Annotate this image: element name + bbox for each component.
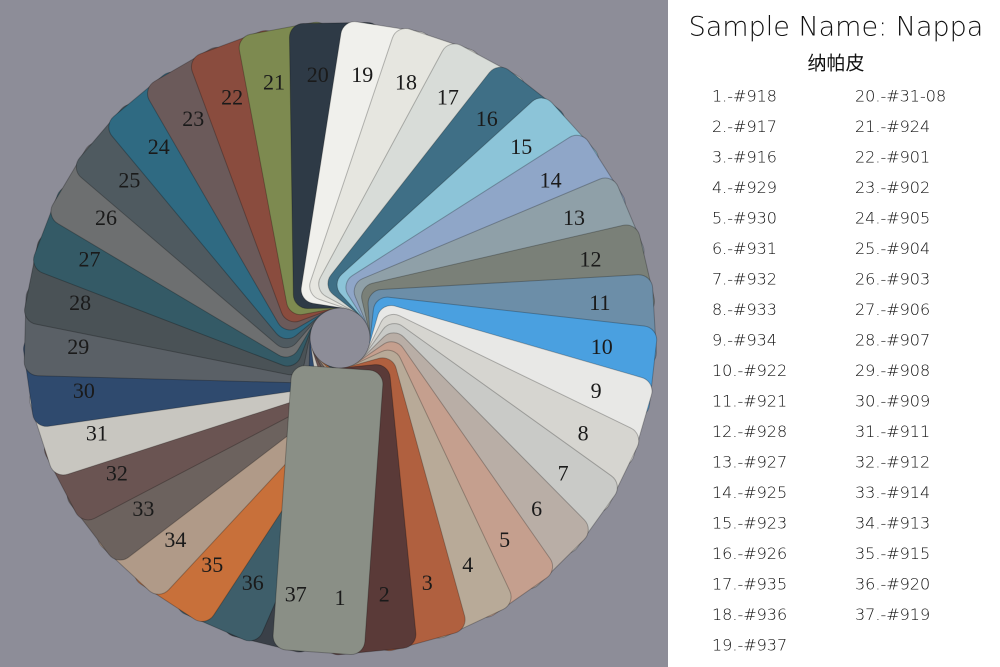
swatch-number: 24 bbox=[148, 134, 170, 159]
color-code: 19.-#937 bbox=[712, 636, 787, 655]
color-code: 16.-#926 bbox=[712, 544, 787, 563]
color-code: 24.-#905 bbox=[855, 209, 930, 228]
swatch-number: 1 bbox=[335, 585, 346, 610]
color-code: 33.-#914 bbox=[855, 483, 930, 502]
swatch-number: 18 bbox=[395, 70, 417, 95]
swatch-number: 17 bbox=[437, 84, 459, 109]
swatch-number: 32 bbox=[106, 460, 128, 485]
color-code: 25.-#904 bbox=[855, 239, 930, 258]
code-list: 1.-#918 2.-#917 3.-#916 4.-#929 5.-#930 6.-#9… bbox=[712, 87, 946, 655]
swatch bbox=[272, 365, 384, 655]
swatch-number: 7 bbox=[558, 460, 569, 485]
swatch-number: 2 bbox=[379, 581, 390, 606]
swatch-number: 6 bbox=[531, 496, 542, 521]
swatch-number: 11 bbox=[589, 290, 610, 315]
color-code: 12.-#928 bbox=[712, 422, 787, 441]
color-code: 29.-#908 bbox=[855, 361, 930, 380]
swatch-number: 10 bbox=[591, 334, 613, 359]
swatch-number: 37 bbox=[285, 581, 307, 606]
color-code: 7.-#932 bbox=[712, 270, 777, 289]
color-code: 13.-#927 bbox=[712, 453, 787, 472]
swatch-labels: 1 2 34567891011121314151617181920212223242… bbox=[67, 62, 613, 610]
color-code: 22.-#901 bbox=[855, 148, 930, 167]
swatch-number: 36 bbox=[242, 570, 264, 595]
color-code: 30.-#909 bbox=[855, 392, 930, 411]
swatch-number: 19 bbox=[351, 62, 373, 87]
color-code: 21.-#924 bbox=[855, 117, 930, 136]
color-code: 20.-#31-08 bbox=[855, 87, 946, 106]
color-code: 27.-#906 bbox=[855, 300, 930, 319]
color-code: 14.-#925 bbox=[712, 483, 787, 502]
swatch-number: 25 bbox=[118, 167, 140, 192]
swatch-number: 22 bbox=[221, 84, 243, 109]
swatch-number: 5 bbox=[499, 527, 510, 552]
swatch-number: 29 bbox=[67, 334, 89, 359]
color-code: 4.-#929 bbox=[712, 178, 777, 197]
swatch-number: 23 bbox=[182, 106, 204, 131]
color-code: 3.-#916 bbox=[712, 148, 777, 167]
swatch-number: 34 bbox=[164, 527, 186, 552]
color-code: 1.-#918 bbox=[712, 87, 777, 106]
color-code: 28.-#907 bbox=[855, 331, 930, 350]
color-code: 6.-#931 bbox=[712, 239, 777, 258]
color-code: 11.-#921 bbox=[712, 392, 787, 411]
swatch-number: 33 bbox=[132, 496, 154, 521]
color-code: 8.-#933 bbox=[712, 300, 777, 319]
swatch-card bbox=[272, 365, 384, 655]
swatch-number: 16 bbox=[476, 106, 498, 131]
color-code: 26.-#903 bbox=[855, 270, 930, 289]
color-code: 15.-#923 bbox=[712, 514, 787, 533]
swatch-number: 31 bbox=[86, 421, 108, 446]
swatch-number: 30 bbox=[73, 378, 95, 403]
color-code: 10.-#922 bbox=[712, 361, 787, 380]
swatch-number: 9 bbox=[591, 378, 602, 403]
swatch-number: 3 bbox=[422, 570, 433, 595]
swatch-number: 14 bbox=[540, 167, 562, 192]
color-code: 37.-#919 bbox=[855, 605, 930, 624]
swatch-number: 12 bbox=[580, 246, 602, 271]
swatch-number: 28 bbox=[69, 290, 91, 315]
swatch-number: 13 bbox=[563, 205, 585, 230]
color-code: 34.-#913 bbox=[855, 514, 930, 533]
color-code: 23.-#902 bbox=[855, 178, 930, 197]
color-code: 36.-#920 bbox=[855, 575, 930, 594]
swatch-number: 20 bbox=[307, 62, 329, 87]
color-code: 17.-#935 bbox=[712, 575, 787, 594]
color-code: 31.-#911 bbox=[855, 422, 930, 441]
color-code: 5.-#930 bbox=[712, 209, 777, 228]
swatch-fan bbox=[23, 21, 658, 656]
color-code: 2.-#917 bbox=[712, 117, 777, 136]
color-code: 35.-#915 bbox=[855, 544, 930, 563]
swatch-number: 15 bbox=[510, 134, 532, 159]
color-code: 18.-#936 bbox=[712, 605, 787, 624]
swatch-number: 26 bbox=[95, 205, 117, 230]
swatch-number: 21 bbox=[263, 70, 285, 95]
color-code: 9.-#934 bbox=[712, 331, 777, 350]
subtitle: 纳帕皮 bbox=[807, 53, 864, 75]
swatch-number: 4 bbox=[462, 552, 473, 577]
swatch-number: 35 bbox=[201, 552, 223, 577]
color-code: 32.-#912 bbox=[855, 453, 930, 472]
swatch-number: 27 bbox=[78, 246, 100, 271]
title: Sample Name: Nappa bbox=[689, 12, 984, 43]
swatch-number: 8 bbox=[578, 421, 589, 446]
